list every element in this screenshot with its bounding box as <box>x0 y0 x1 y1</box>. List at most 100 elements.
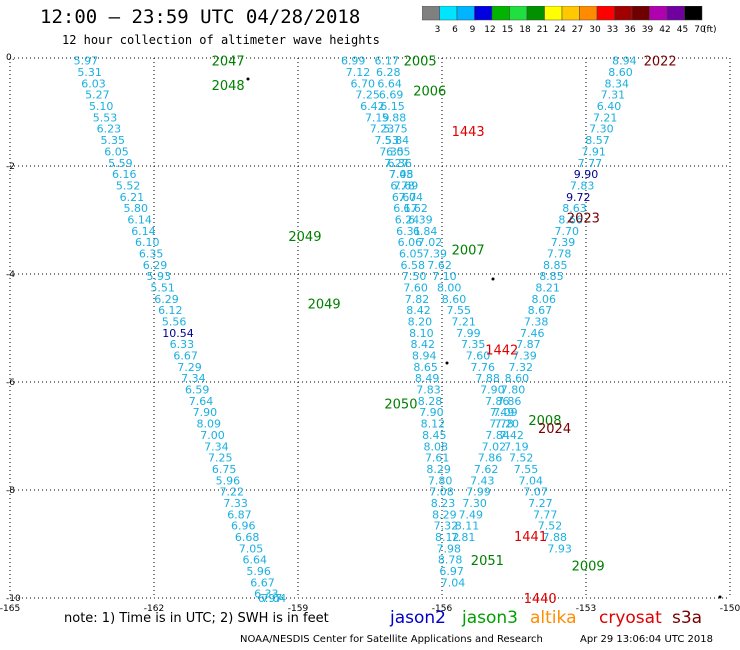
swh-value-label: 8.67 <box>528 304 553 317</box>
swh-value-label: 7.99 <box>466 486 491 499</box>
swh-value-label: 6.96 <box>231 520 256 533</box>
swh-value-label: 7.91 <box>581 145 606 158</box>
swh-value-label: 6.33 <box>170 338 195 351</box>
swh-value-label: 6.64 <box>377 77 402 90</box>
swh-value-label: 8.63 <box>562 202 587 215</box>
swh-value-label: 7.49 <box>459 508 484 521</box>
swh-value-label: 7.30 <box>462 497 487 510</box>
swh-value-label: 5.53 <box>93 111 118 124</box>
swh-value-label: 7.12 <box>346 66 371 79</box>
swh-value-label: 7.04 <box>519 474 544 487</box>
swh-value-label: 7.39 <box>512 350 537 363</box>
pass-time-label: 2008 <box>528 414 561 429</box>
swh-value-label: 6.87 <box>227 508 252 521</box>
swh-value-label: 7.00 <box>200 429 225 442</box>
swh-value-label: 7.04 <box>399 191 424 204</box>
swh-value-label: 7.77 <box>533 508 558 521</box>
generated-timestamp: Apr 29 13:06:04 UTC 2018 <box>580 634 713 645</box>
swh-value-label: 7.70 <box>555 225 580 238</box>
pass-time-label: 2047 <box>212 55 245 70</box>
legend-s3a: s3a <box>672 608 703 628</box>
swh-value-label: 7.99 <box>456 327 481 340</box>
legend-cryosat: cryosat <box>599 608 662 628</box>
pass-time-label: 2051 <box>471 554 504 569</box>
swh-value-label: 7.49 <box>490 406 515 419</box>
colorbar-swatch <box>684 6 703 21</box>
swh-value-label: 7.19 <box>365 111 390 124</box>
swh-value-label: 7.10 <box>432 270 457 283</box>
x-tick-label: -165 <box>0 604 20 614</box>
swh-value-label: 7.80 <box>428 474 453 487</box>
y-tick-label: -2 <box>6 162 15 172</box>
swh-value-label: 7.60 <box>466 350 491 363</box>
swh-value-label: 6.67 <box>173 350 198 363</box>
swh-value-label: 8.28 <box>418 395 443 408</box>
colorbar-tick: 36 <box>624 25 636 35</box>
swh-value-label: 6.84 <box>413 225 438 238</box>
pass-time-label: 2049 <box>288 230 321 245</box>
x-tick-label: -150 <box>720 604 740 614</box>
pass-time-label: 2022 <box>644 55 677 70</box>
swh-value-label: 6.21 <box>120 191 145 204</box>
swh-value-label: 5.59 <box>108 157 133 170</box>
swh-value-label: 5.96 <box>246 565 271 578</box>
x-tick-label: -156 <box>432 604 453 614</box>
swh-value-label: 6.28 <box>376 66 401 79</box>
pass-time-label: 2049 <box>308 298 341 313</box>
swh-value-label: 8.85 <box>539 270 564 283</box>
swh-value-label: 5.88 <box>382 111 407 124</box>
swh-value-label: 7.50 <box>402 270 427 283</box>
swh-value-label: 7.45 <box>389 168 414 181</box>
swh-value-label: 5.52 <box>116 179 141 192</box>
swh-value-label: 5.84 <box>385 134 410 147</box>
swh-value-label: 6.75 <box>212 463 237 476</box>
swh-value-label: 8.29 <box>426 463 451 476</box>
colorbar-tick: 12 <box>484 25 495 35</box>
swh-value-label: 7.55 <box>447 304 472 317</box>
swh-value-label: 6.24 <box>395 213 420 226</box>
swh-value-label: 8.29 <box>432 508 457 521</box>
swh-value-label: 7.60 <box>403 282 428 295</box>
pass-time-label: 1440 <box>524 592 557 607</box>
swh-value-label: 8.85 <box>543 259 568 272</box>
swh-value-label: 7.27 <box>528 497 553 510</box>
swh-value-label: 7.29 <box>177 361 202 374</box>
swh-value-label: 10.54 <box>162 327 194 340</box>
swh-value-label: 7.62 <box>427 259 452 272</box>
swh-value-label: 7.86 <box>497 395 522 408</box>
swh-value-label: 7.83 <box>570 179 595 192</box>
colorbar-tick: 30 <box>589 25 601 35</box>
credit-line: NOAA/NESDIS Center for Satellite Applica… <box>240 634 543 645</box>
swh-value-label: 8.49 <box>415 372 440 385</box>
swh-value-label: 7.98 <box>436 542 461 555</box>
swh-value-label: 7.53 <box>375 134 400 147</box>
legend-jason2: jason2 <box>390 608 446 628</box>
swh-value-label: 5.75 <box>383 123 408 136</box>
swh-value-label: 7.77 <box>578 157 603 170</box>
swh-value-label: 6.67 <box>250 576 275 589</box>
pass-time-label: 2009 <box>572 560 605 575</box>
swh-value-label: 6.67 <box>392 191 417 204</box>
swh-value-label: 7.38 <box>524 316 549 329</box>
swh-value-label: 7.42 <box>499 429 524 442</box>
swh-value-label: 7.34 <box>204 440 229 453</box>
swh-value-label: 7.35 <box>379 145 404 158</box>
swh-value-label: 7.04 <box>262 592 287 605</box>
colorbar-tick: 9 <box>470 25 476 35</box>
y-tick-label: -10 <box>6 594 21 604</box>
colorbar-unit: (ft) <box>703 25 717 35</box>
swh-value-label: 5.80 <box>124 202 149 215</box>
swh-value-label: 7.90 <box>419 406 444 419</box>
swh-value-label: 9.90 <box>574 168 599 181</box>
swh-value-label: 6.69 <box>379 89 404 102</box>
marker-dot <box>718 595 722 599</box>
swh-value-label: 7.23 <box>370 123 395 136</box>
footer-note: note: 1) Time is in UTC; 2) SWH is in fe… <box>64 611 329 626</box>
swh-value-label: 6.03 <box>81 77 106 90</box>
swh-value-label: 8.94 <box>612 55 637 68</box>
swh-value-label: 6.70 <box>351 77 376 90</box>
swh-value-label: 6.17 <box>393 202 418 215</box>
swh-value-label: 8.09 <box>196 418 221 431</box>
colorbar-tick: 15 <box>502 25 513 35</box>
legend-jason3: jason3 <box>462 608 518 628</box>
